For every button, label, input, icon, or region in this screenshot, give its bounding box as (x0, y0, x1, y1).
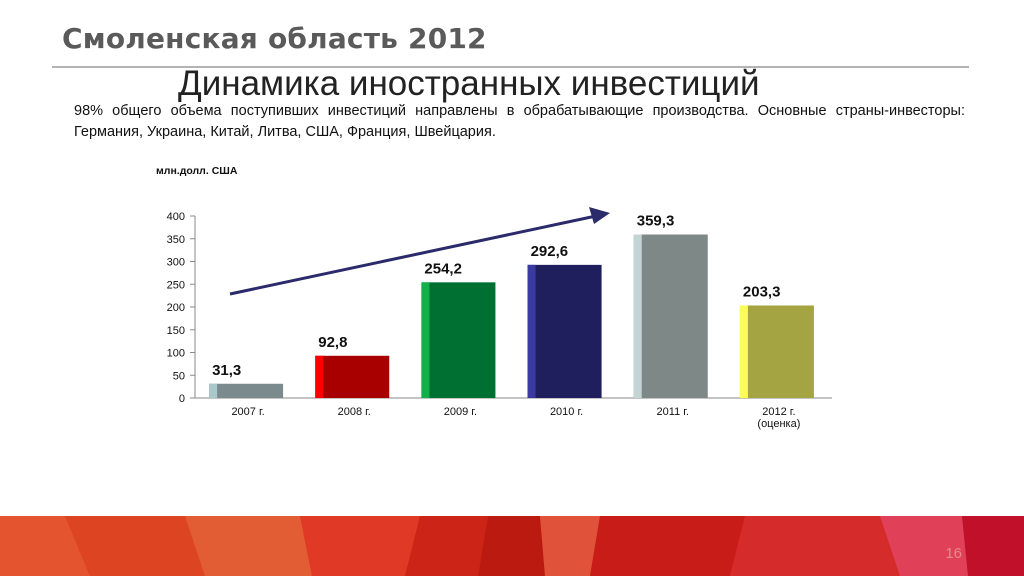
trend-arrow-line (229, 214, 597, 296)
bar (527, 264, 602, 398)
bar-highlight (209, 383, 218, 398)
x-tick-label: (оценка) (757, 418, 800, 430)
slide-body-text: 98% общего объема поступивших инвестиций… (74, 103, 965, 140)
footer-decoration (0, 516, 1024, 576)
bar-highlight (633, 234, 642, 398)
y-tick-label: 50 (173, 370, 185, 382)
bar-highlight (421, 282, 430, 398)
trend-arrow-head (589, 207, 610, 224)
data-label: 92,8 (318, 334, 347, 351)
y-tick-label: 0 (179, 393, 185, 405)
bar (739, 305, 814, 398)
y-tick-label: 400 (167, 211, 185, 223)
page-number: 16 (945, 545, 962, 562)
bar (315, 355, 390, 398)
x-tick-label: 2010 г. (550, 406, 583, 418)
y-tick-label: 250 (167, 279, 185, 291)
y-tick-label: 350 (167, 234, 185, 246)
data-label: 359,3 (637, 213, 675, 230)
bar (633, 234, 708, 398)
bar-highlight (527, 264, 536, 398)
y-tick-label: 150 (167, 325, 185, 337)
data-label: 31,3 (212, 362, 241, 379)
y-tick-label: 100 (167, 348, 185, 360)
data-label: 292,6 (531, 243, 569, 260)
bar-highlight (739, 305, 748, 398)
y-tick-label: 200 (167, 302, 185, 314)
x-tick-label: 2012 г. (762, 406, 795, 418)
data-label: 203,3 (743, 283, 781, 300)
bar (209, 383, 284, 398)
bar (421, 282, 496, 398)
data-label: 254,2 (424, 260, 462, 277)
x-tick-label: 2011 г. (657, 406, 689, 418)
header-title: Смоленская область 2012 (62, 22, 487, 55)
x-tick-label: 2009 г. (444, 406, 477, 418)
x-tick-label: 2007 г. (231, 406, 264, 418)
slide-title: Динамика иностранных инвестиций (178, 64, 760, 103)
x-tick-label: 2008 г. (338, 406, 371, 418)
y-tick-label: 300 (167, 257, 185, 269)
y-axis-unit-label: млн.долл. США (156, 165, 238, 177)
bar-highlight (315, 355, 324, 398)
header-divider (52, 66, 969, 68)
